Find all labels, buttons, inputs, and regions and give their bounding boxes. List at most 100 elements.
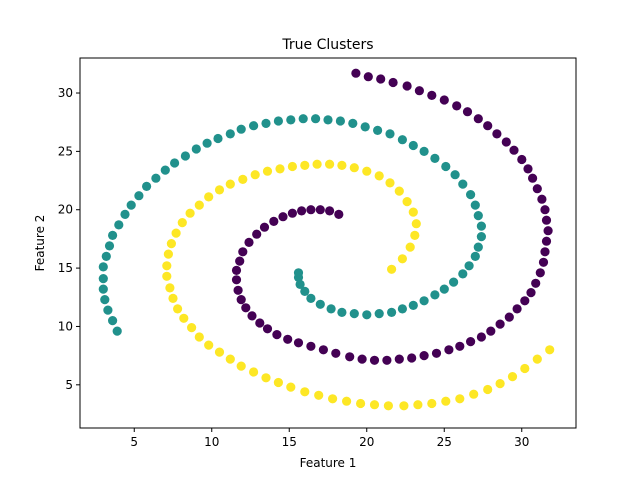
data-point <box>411 219 421 229</box>
data-point <box>441 161 451 172</box>
data-point <box>545 345 555 355</box>
data-point <box>408 207 418 217</box>
data-point <box>413 400 423 410</box>
data-point <box>151 173 161 183</box>
data-point <box>163 249 173 259</box>
data-point <box>235 256 245 266</box>
data-point <box>407 353 417 363</box>
data-point <box>295 279 305 289</box>
data-point <box>318 345 328 355</box>
data-point <box>272 330 282 340</box>
data-point <box>238 174 248 184</box>
y-tick-label: 20 <box>58 203 73 217</box>
data-point <box>98 274 108 284</box>
data-point <box>120 209 130 219</box>
data-point <box>538 257 549 267</box>
data-point <box>194 332 204 342</box>
data-point <box>166 239 176 249</box>
data-point <box>543 226 553 236</box>
data-point <box>98 284 108 294</box>
y-tick-label: 5 <box>65 378 73 392</box>
data-point <box>108 316 118 326</box>
data-point <box>541 215 552 225</box>
data-point <box>286 382 296 392</box>
data-point <box>540 205 550 215</box>
data-point <box>108 230 118 240</box>
data-point <box>134 191 144 201</box>
data-point <box>473 211 483 221</box>
data-point <box>382 355 392 365</box>
data-point <box>385 178 395 188</box>
data-point <box>261 118 271 128</box>
data-point <box>331 348 341 358</box>
data-point <box>112 326 122 336</box>
data-point <box>349 163 359 173</box>
data-point <box>540 247 550 257</box>
data-point <box>323 115 333 125</box>
data-point <box>185 208 195 218</box>
data-point <box>452 101 462 111</box>
data-point <box>449 277 459 287</box>
data-point <box>278 212 288 222</box>
data-point <box>387 307 397 317</box>
data-point <box>476 221 486 231</box>
data-point <box>298 114 308 124</box>
data-point <box>315 299 325 309</box>
data-point <box>473 242 483 252</box>
data-point <box>180 151 190 161</box>
data-point <box>334 209 344 219</box>
data-point <box>126 200 136 210</box>
data-point <box>300 160 310 170</box>
data-point <box>402 81 412 91</box>
data-point <box>520 363 530 374</box>
points-layer <box>98 68 555 411</box>
data-point <box>537 194 547 204</box>
data-point <box>104 241 115 251</box>
data-point <box>297 206 307 216</box>
data-point <box>314 390 324 400</box>
data-point <box>450 170 460 180</box>
data-point <box>249 367 259 377</box>
x-tick-label: 15 <box>282 435 297 449</box>
chart-title: True Clusters <box>281 37 373 53</box>
data-point <box>431 348 442 358</box>
data-point <box>236 124 246 134</box>
data-point <box>236 295 246 305</box>
data-point <box>397 135 407 145</box>
data-point <box>369 355 380 365</box>
data-point <box>504 312 514 322</box>
data-point <box>225 179 235 189</box>
data-point <box>394 186 404 196</box>
data-point <box>349 309 359 319</box>
data-point <box>283 334 293 344</box>
data-point <box>225 129 235 139</box>
data-point <box>114 220 124 230</box>
y-tick-label: 25 <box>58 144 73 158</box>
data-point <box>430 153 440 163</box>
data-point <box>241 303 251 313</box>
x-tick-label: 10 <box>204 435 219 449</box>
data-point <box>351 68 361 78</box>
data-point <box>337 307 347 317</box>
data-point <box>306 293 316 303</box>
data-point <box>469 389 479 399</box>
data-point <box>231 275 242 285</box>
data-point <box>512 304 522 314</box>
data-point <box>507 372 518 382</box>
data-point <box>262 324 273 334</box>
data-point <box>532 184 542 194</box>
data-point <box>419 296 429 306</box>
data-point <box>286 115 296 125</box>
data-point <box>328 394 338 404</box>
data-point <box>335 116 345 126</box>
data-point <box>362 166 372 176</box>
data-point <box>269 216 279 226</box>
data-point <box>325 159 335 169</box>
data-point <box>414 86 424 96</box>
data-point <box>408 140 418 151</box>
data-point <box>483 121 493 131</box>
data-point <box>430 290 440 300</box>
data-point <box>501 137 511 147</box>
data-point <box>225 354 235 364</box>
